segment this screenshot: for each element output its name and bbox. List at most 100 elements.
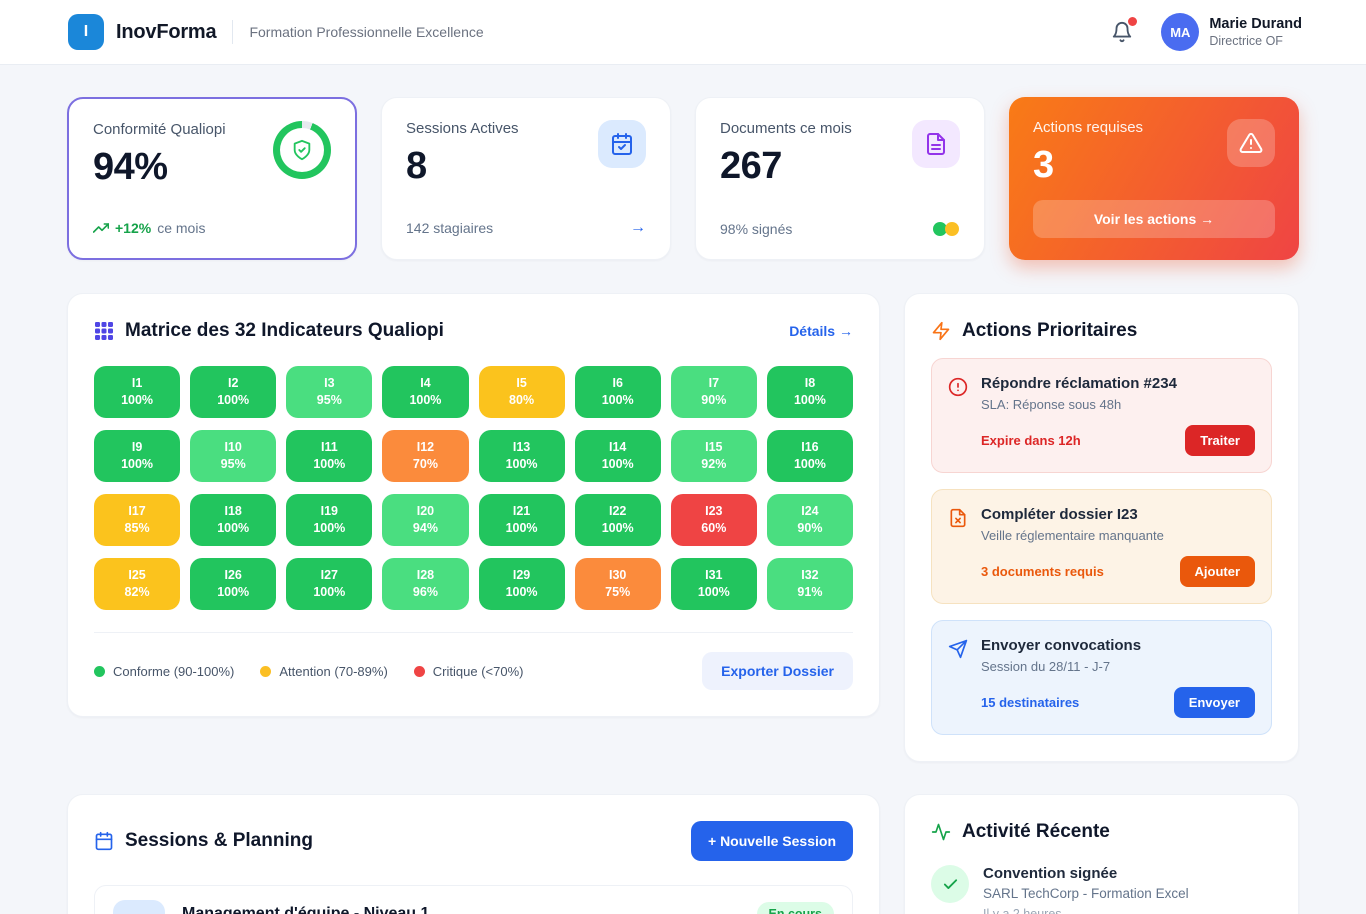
action-subtitle: Session du 28/11 - J-7 — [981, 659, 1111, 674]
stat-value: 3 — [1033, 144, 1054, 186]
indicator-value: 100% — [313, 521, 346, 535]
shield-check-icon — [280, 128, 324, 172]
legend-label: Conforme (90-100%) — [113, 663, 235, 679]
document-icon — [912, 120, 960, 168]
indicator-value: 75% — [605, 585, 631, 599]
indicator-tile-i2[interactable]: I2 100% — [190, 366, 277, 418]
priority-action-reclamation[interactable]: Répondre réclamation #234 SLA: Réponse s… — [931, 358, 1272, 473]
indicator-tile-i16[interactable]: I16 100% — [766, 430, 853, 482]
indicator-tile-i28[interactable]: I28 96% — [382, 558, 469, 610]
indicator-tile-i20[interactable]: I20 94% — [382, 494, 469, 546]
details-link[interactable]: Détails → — [789, 323, 853, 339]
stat-card-actions-requises[interactable]: Actions requises 3 Voir les actions → — [1009, 97, 1299, 260]
indicator-tile-i5[interactable]: I5 80% — [478, 366, 565, 418]
indicator-value: 100% — [121, 457, 154, 471]
indicator-tile-i18[interactable]: I18 100% — [190, 494, 277, 546]
trend-value: +12% — [115, 220, 152, 236]
voir-les-actions-button[interactable]: Voir les actions → — [1033, 200, 1275, 238]
grid-icon — [94, 321, 114, 341]
indicator-tile-i32[interactable]: I32 91% — [766, 558, 853, 610]
indicator-tile-i22[interactable]: I22 100% — [574, 494, 661, 546]
send-icon — [948, 639, 968, 718]
indicator-tile-i11[interactable]: I11 100% — [286, 430, 373, 482]
brand-divider — [232, 20, 234, 44]
indicator-value: 91% — [797, 585, 823, 599]
session-row-management[interactable]: 15 Management d'équipe - Niveau 1 Paris — [94, 885, 853, 914]
indicator-value: 90% — [797, 521, 823, 535]
indicator-value: 100% — [121, 393, 154, 407]
nouvelle-session-button[interactable]: + Nouvelle Session — [691, 821, 853, 861]
indicator-tile-i21[interactable]: I21 100% — [478, 494, 565, 546]
stat-value: 8 — [406, 145, 427, 187]
indicator-id: I25 — [128, 568, 146, 582]
indicator-tile-i6[interactable]: I6 100% — [574, 366, 661, 418]
legend-dot-red — [413, 665, 425, 677]
indicator-id: I2 — [227, 376, 239, 390]
indicator-id: I1 — [131, 376, 143, 390]
indicator-tile-i24[interactable]: I24 90% — [766, 494, 853, 546]
indicator-id: I5 — [516, 376, 527, 390]
indicator-tile-i13[interactable]: I13 100% — [478, 430, 565, 482]
file-x-icon — [948, 508, 968, 587]
indicator-id: I18 — [224, 504, 242, 518]
legend-item-conforme: Conforme (90-100%) — [94, 664, 234, 679]
indicator-tile-i8[interactable]: I8 100% — [766, 366, 853, 418]
activity-item-convention[interactable]: Convention signée SARL TechCorp - Format… — [931, 865, 1272, 914]
exporter-dossier-button[interactable]: Exporter Dossier — [702, 652, 853, 690]
indicator-tile-i27[interactable]: I27 100% — [286, 558, 373, 610]
indicator-tile-i10[interactable]: I10 95% — [190, 430, 277, 482]
sessions-arrow-link[interactable]: → — [630, 219, 646, 236]
envoyer-button[interactable]: Envoyer — [1173, 687, 1255, 718]
priority-action-dossier[interactable]: Compléter dossier I23 Veille réglementai… — [931, 489, 1272, 604]
activity-item-subtitle: SARL TechCorp - Formation Excel — [983, 886, 1189, 901]
app-name: InovForma — [116, 20, 217, 43]
stat-card-conformite[interactable]: Conformité Qualiopi 94% +12% ce mois — [67, 97, 357, 260]
indicator-tile-i1[interactable]: I1 100% — [94, 366, 181, 418]
legend-label: Critique (<70%) — [432, 663, 524, 679]
indicator-tile-i9[interactable]: I9 100% — [94, 430, 181, 482]
indicator-tile-i17[interactable]: I17 85% — [94, 494, 181, 546]
indicator-tile-i12[interactable]: I12 70% — [382, 430, 469, 482]
indicator-tile-i30[interactable]: I30 75% — [574, 558, 661, 610]
indicator-value: 95% — [220, 457, 246, 471]
calendar-icon — [94, 831, 114, 851]
action-meta: 3 documents requis — [981, 564, 1104, 579]
indicator-tile-i14[interactable]: I14 100% — [574, 430, 661, 482]
notifications-button[interactable] — [1107, 17, 1138, 47]
indicator-value: 95% — [316, 393, 342, 407]
bell-icon — [1111, 21, 1133, 43]
indicator-value: 82% — [124, 585, 150, 599]
stat-card-documents[interactable]: Documents ce mois 267 98% signés — [695, 97, 985, 260]
indicator-tile-i23[interactable]: I23 60% — [670, 494, 757, 546]
user-menu[interactable]: MA Marie Durand Directrice OF — [1161, 13, 1302, 51]
indicator-value: 100% — [601, 521, 634, 535]
traiter-button[interactable]: Traiter — [1185, 425, 1255, 456]
indicator-tile-i4[interactable]: I4 100% — [382, 366, 469, 418]
stats-row: Conformité Qualiopi 94% +12% ce mois — [67, 97, 1299, 260]
indicator-tile-i29[interactable]: I29 100% — [478, 558, 565, 610]
action-subtitle: Veille réglementaire manquante — [981, 528, 1164, 543]
ajouter-button[interactable]: Ajouter — [1179, 556, 1255, 587]
indicator-value: 100% — [409, 393, 442, 407]
stat-label: Actions requises — [1033, 119, 1144, 136]
indicator-tile-i26[interactable]: I26 100% — [190, 558, 277, 610]
logo-letter: I — [83, 23, 89, 40]
indicator-tile-i25[interactable]: I25 82% — [94, 558, 181, 610]
indicator-tile-i7[interactable]: I7 90% — [670, 366, 757, 418]
indicator-value: 100% — [505, 457, 538, 471]
priority-action-convocations[interactable]: Envoyer convocations Session du 28/11 - … — [931, 620, 1272, 735]
stat-card-sessions[interactable]: Sessions Actives 8 142 stagiaires → — [381, 97, 671, 260]
indicator-tile-i31[interactable]: I31 100% — [670, 558, 757, 610]
activity-card: Activité Récente Convention signée SARL … — [904, 794, 1299, 914]
action-title: Répondre réclamation #234 — [981, 375, 1177, 392]
indicator-value: 60% — [701, 521, 727, 535]
indicator-id: I32 — [801, 568, 819, 582]
app-header: I InovForma Formation Professionnelle Ex… — [0, 0, 1366, 65]
indicator-tile-i3[interactable]: I3 95% — [286, 366, 373, 418]
indicator-tile-i15[interactable]: I15 92% — [670, 430, 757, 482]
indicator-id: I6 — [612, 376, 623, 390]
action-title: Envoyer convocations — [981, 637, 1142, 654]
indicator-tile-i19[interactable]: I19 100% — [286, 494, 373, 546]
calendar-check-icon — [598, 120, 646, 168]
indicator-value: 96% — [412, 585, 438, 599]
